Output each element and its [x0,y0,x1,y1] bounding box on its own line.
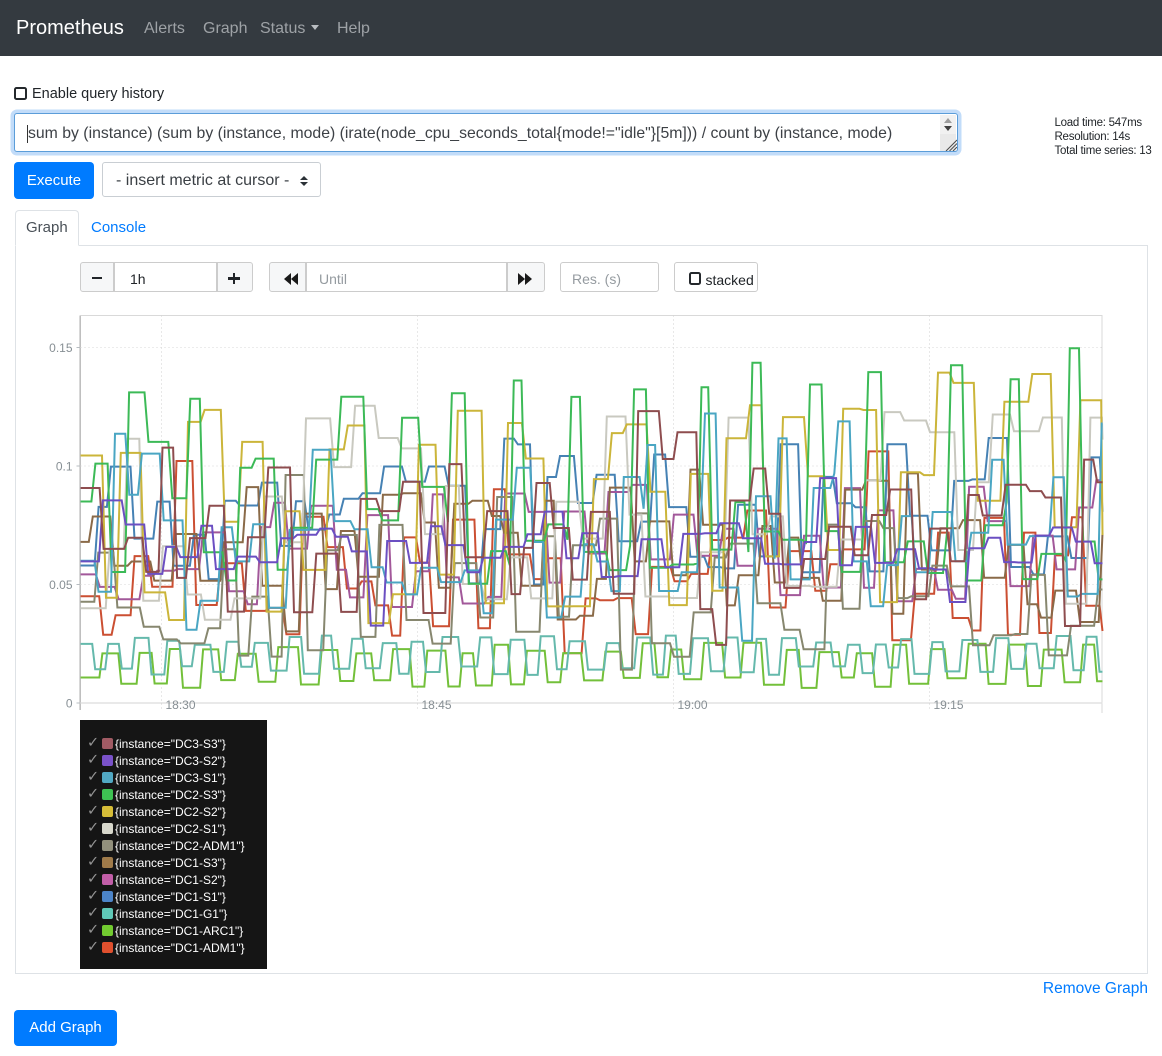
svg-text:19:00: 19:00 [678,698,708,712]
svg-text:0: 0 [66,696,73,710]
svg-text:18:45: 18:45 [422,698,452,712]
svg-text:0.1: 0.1 [56,459,73,473]
svg-text:19:15: 19:15 [934,698,964,712]
svg-text:0.15: 0.15 [49,341,73,355]
svg-text:0.05: 0.05 [49,578,73,592]
svg-text:18:30: 18:30 [166,698,196,712]
